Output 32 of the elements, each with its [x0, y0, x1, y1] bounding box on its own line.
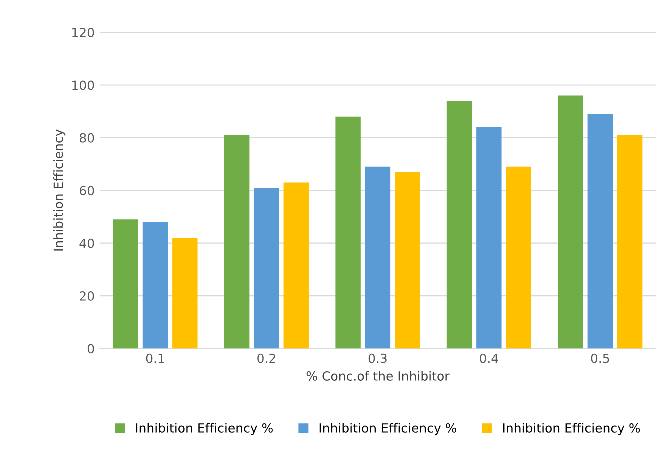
y-tick-label: 80 — [80, 133, 94, 143]
y-tick-label: 20 — [80, 292, 94, 301]
x-axis-title: % Conc.of the Inhibitor — [306, 371, 450, 381]
legend-label: Inhibition Efficiency % — [320, 423, 457, 436]
y-tick-label: 100 — [72, 80, 94, 90]
bar — [617, 135, 643, 349]
bar — [172, 238, 198, 349]
bar — [558, 96, 584, 349]
bar — [254, 188, 280, 349]
y-tick-label: 40 — [80, 238, 94, 248]
y-tick-label: 0 — [88, 344, 94, 354]
bar — [588, 114, 614, 349]
bar — [336, 116, 361, 349]
bar — [476, 127, 502, 349]
bar — [113, 220, 138, 349]
bar — [506, 166, 532, 349]
legend-label: Inhibition Efficiency % — [503, 423, 640, 436]
bar — [284, 182, 309, 349]
bar — [142, 222, 168, 349]
bar — [395, 172, 420, 349]
legend-label: Inhibition Efficiency % — [136, 423, 273, 436]
bar — [224, 135, 250, 349]
bar — [365, 166, 391, 349]
x-tick-label: 0.1 — [146, 354, 164, 364]
bar — [446, 101, 472, 349]
y-axis-title: Inhibition Efficiency — [54, 130, 66, 251]
x-tick-label: 0.3 — [368, 354, 387, 364]
y-tick-label: 120 — [72, 28, 94, 38]
x-tick-label: 0.4 — [480, 354, 498, 364]
x-tick-label: 0.5 — [591, 354, 610, 364]
x-tick-label: 0.2 — [258, 354, 276, 364]
y-tick-label: 60 — [80, 186, 94, 196]
